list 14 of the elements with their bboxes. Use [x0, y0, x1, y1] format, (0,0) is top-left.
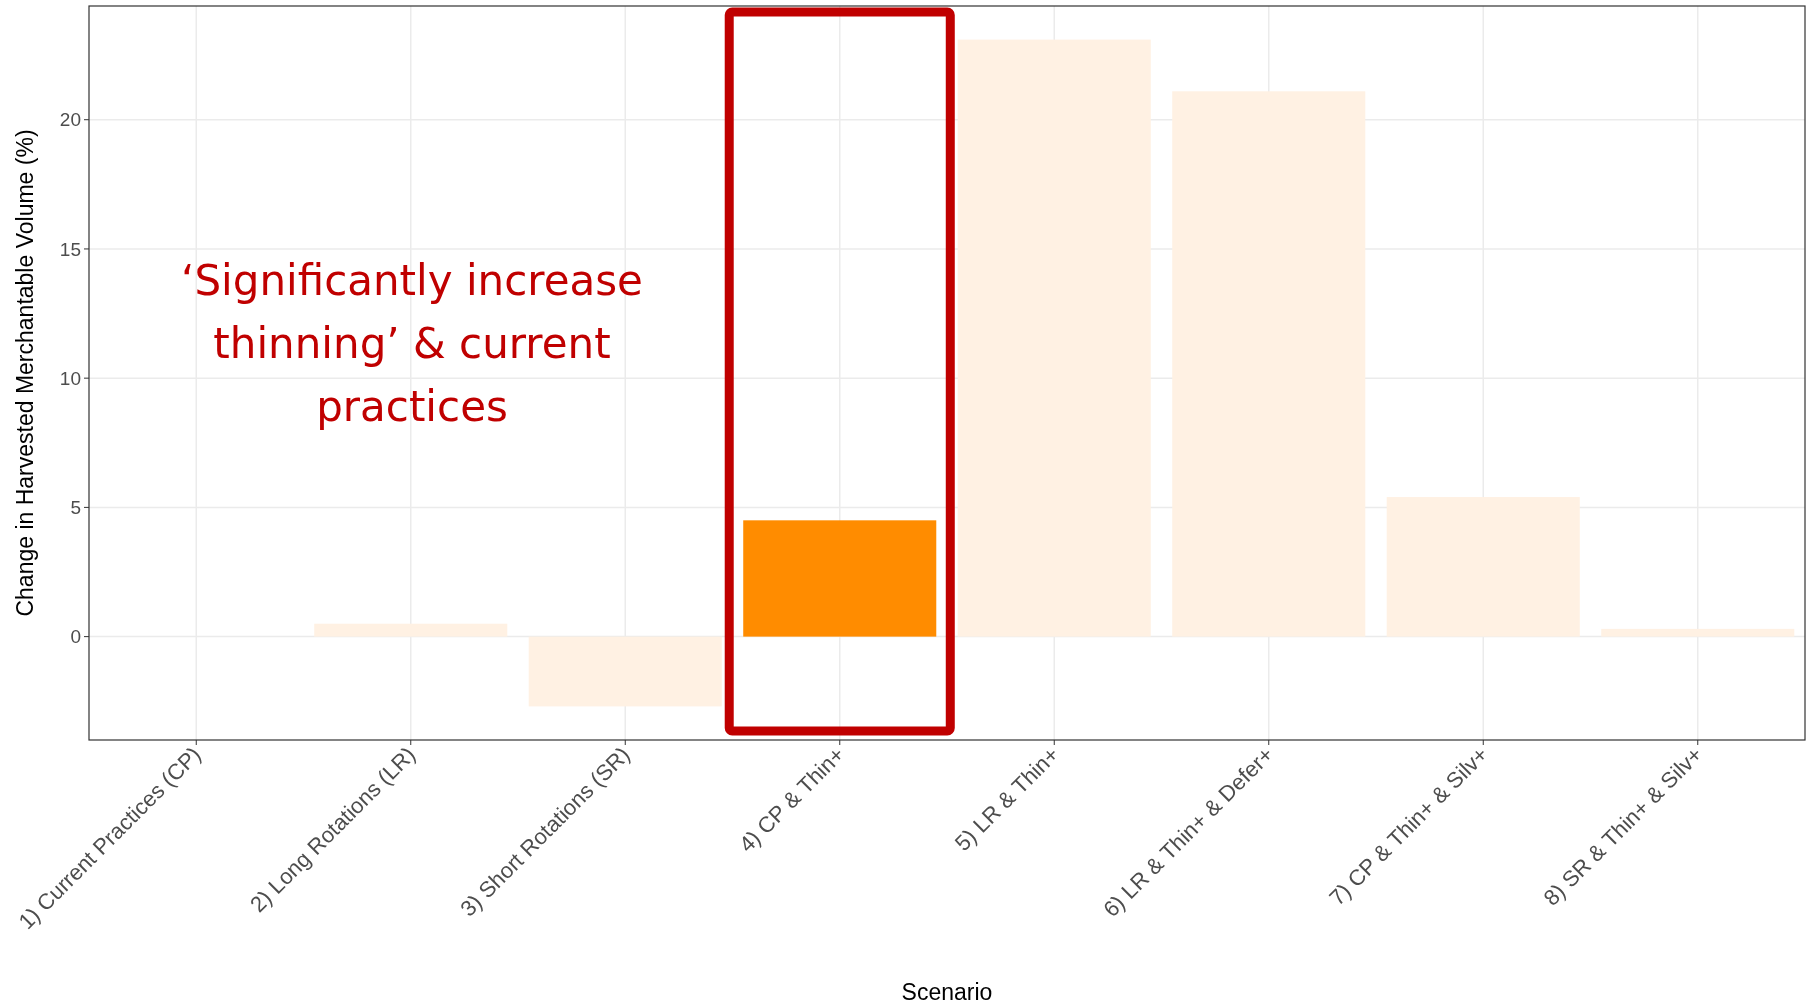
- bar: [1172, 91, 1366, 637]
- bar: [314, 623, 508, 637]
- bar: [528, 636, 722, 707]
- bar: [743, 520, 937, 637]
- x-axis-title: Scenario: [901, 979, 993, 1005]
- y-tick-label: 15: [59, 238, 81, 260]
- y-axis-title: Change in Harvested Merchantable Volume (%): [12, 129, 38, 617]
- y-tick-label: 20: [59, 109, 81, 131]
- annotation: ‘Significantly increase thinning’ & current practices: [181, 256, 643, 431]
- bar: [1386, 497, 1580, 637]
- y-tick-label: 0: [70, 626, 81, 648]
- y-tick-label: 5: [70, 497, 81, 519]
- bar: [1601, 628, 1795, 637]
- y-tick-label: 10: [59, 367, 81, 389]
